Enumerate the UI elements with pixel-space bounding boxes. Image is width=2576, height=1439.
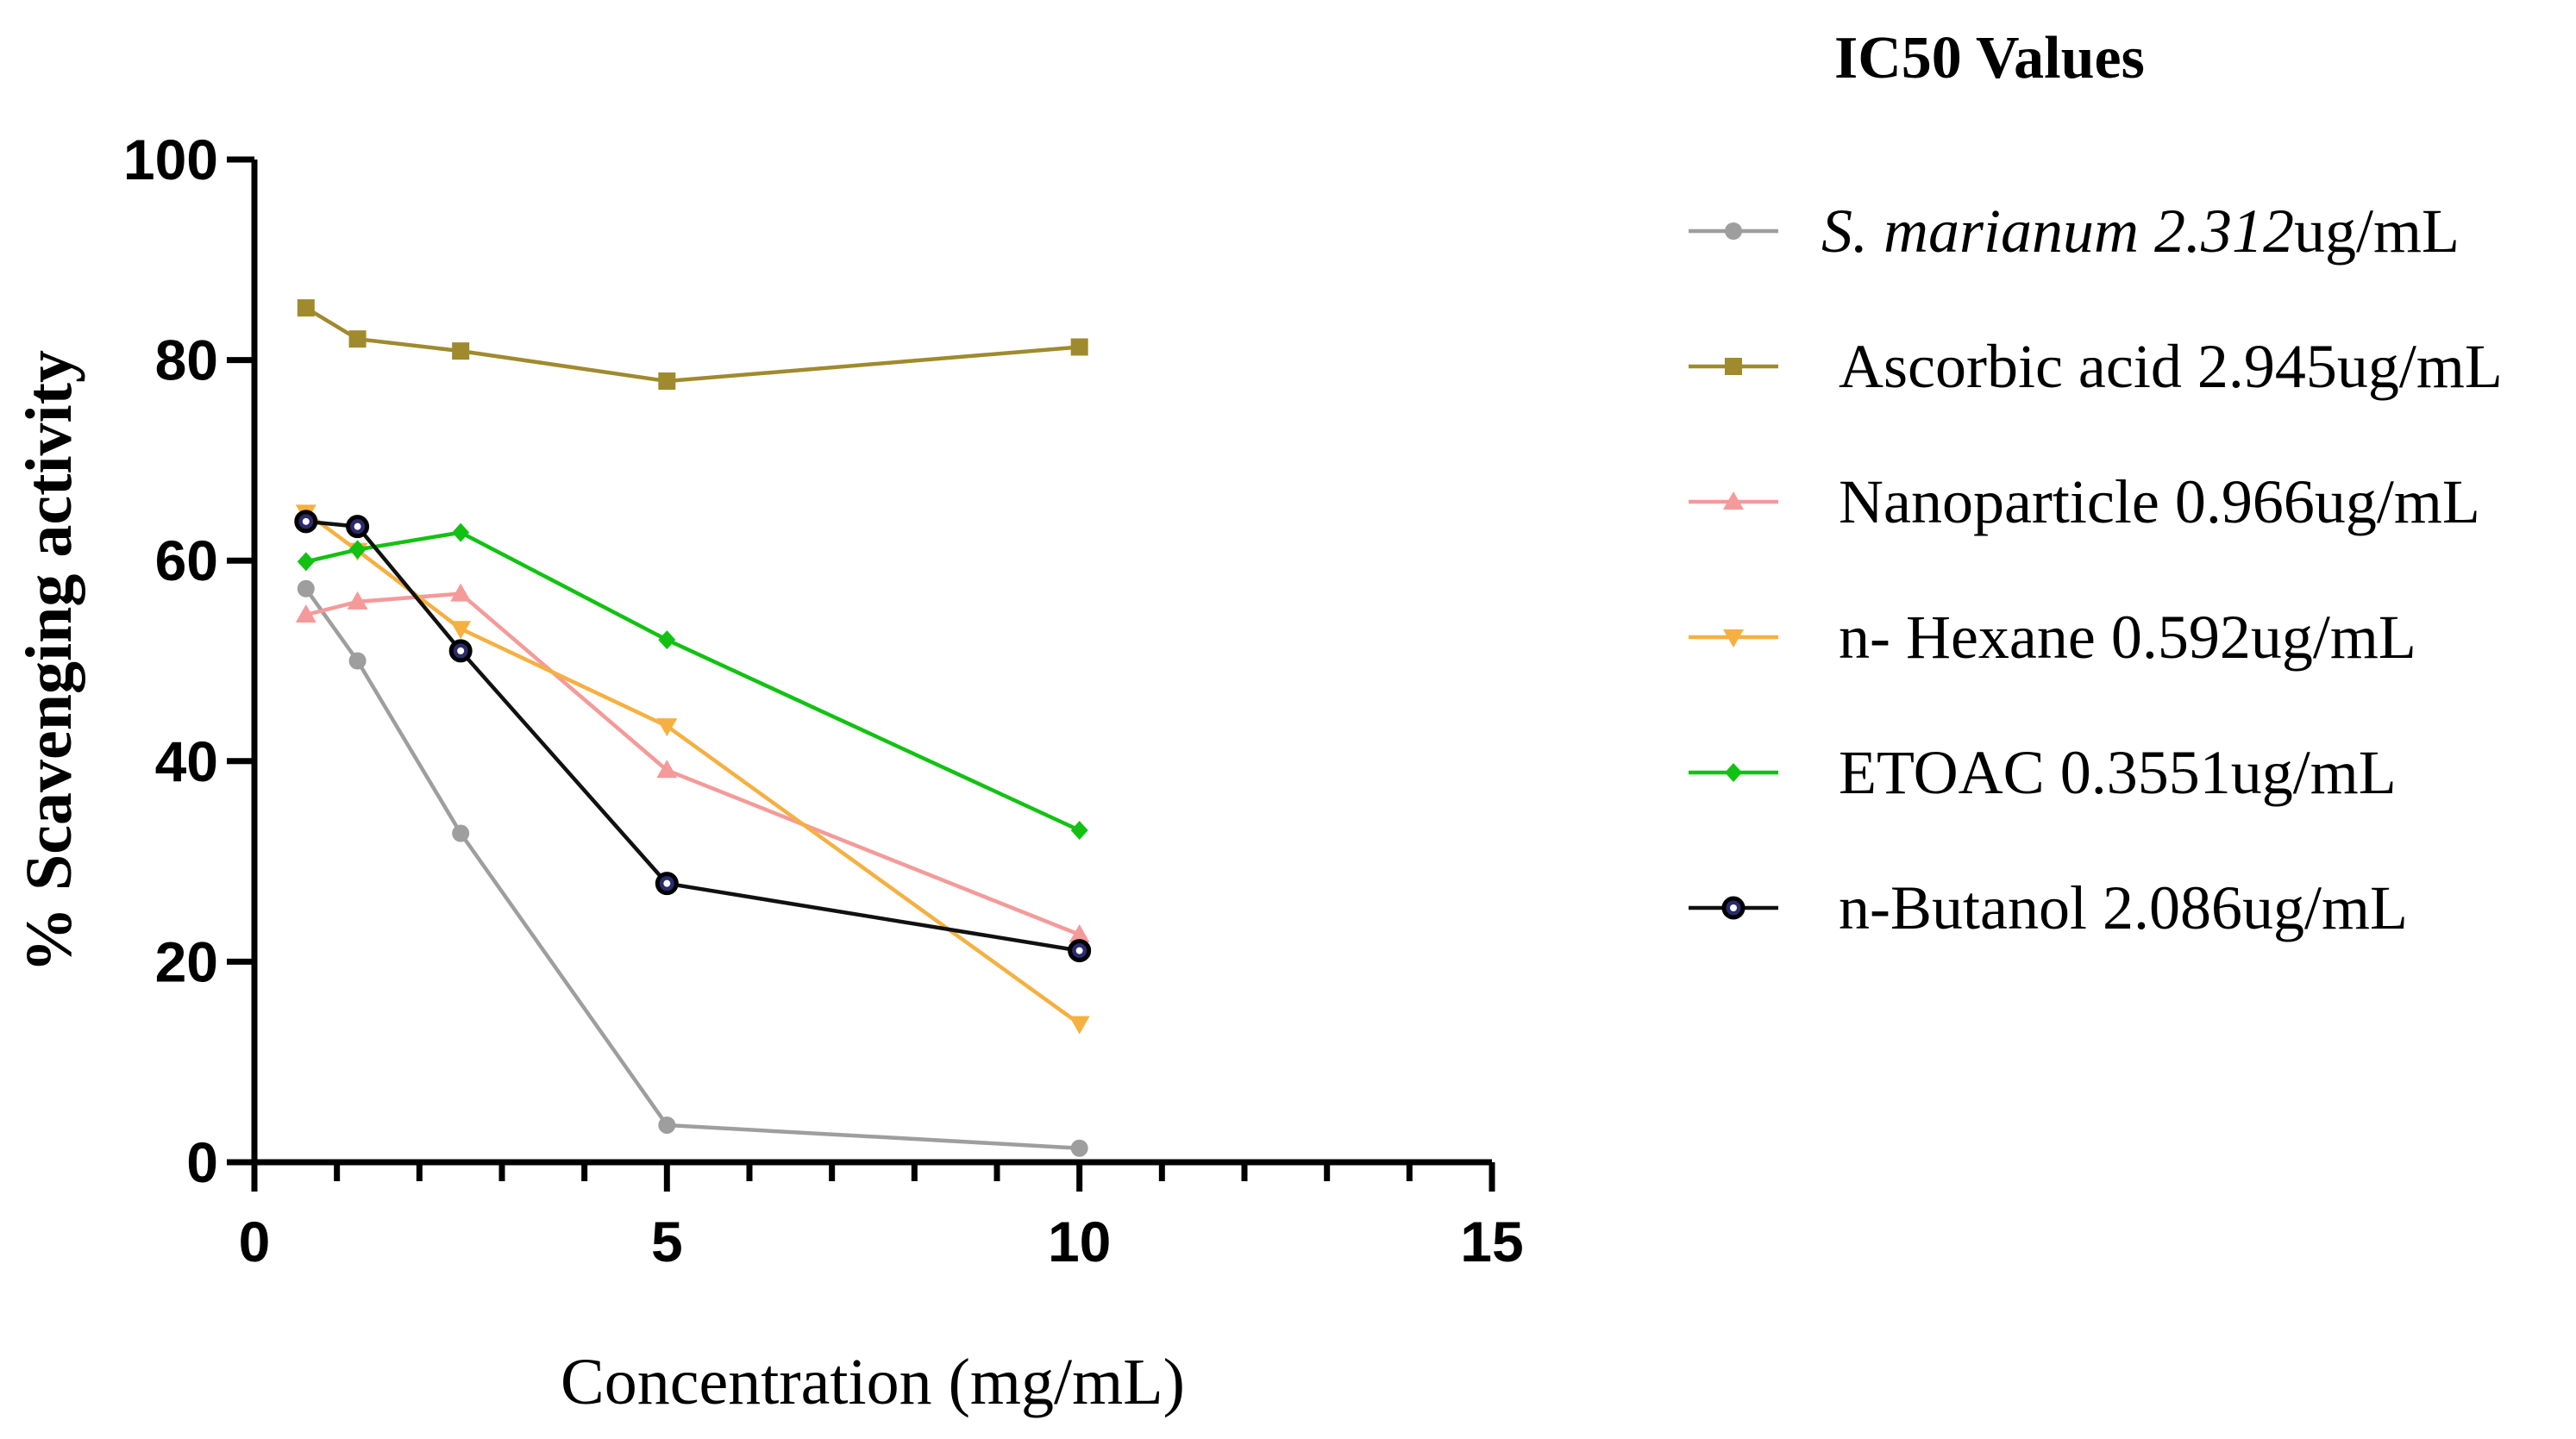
y-tick-label: 0: [186, 1130, 218, 1194]
axes: 0 20 40 60 80 100 0 5 10 15: [123, 128, 1524, 1273]
legend-item: S. marianum 2.312ug/mL: [1689, 197, 2460, 266]
data-point: [450, 621, 472, 640]
legend-unit: ug/mL: [2337, 332, 2503, 401]
series-5: [294, 510, 1092, 963]
legend-item: Ascorbic acid 2.945ug/mL: [1689, 332, 2503, 401]
legend-ic50-value: 0.3551: [2060, 738, 2231, 807]
data-point: [452, 824, 470, 842]
data-point-center: [354, 522, 361, 530]
legend-label: ETOAC 0.3551ug/mL: [1839, 738, 2397, 807]
legend-marker: [1725, 358, 1742, 375]
x-tick-label: 5: [651, 1210, 683, 1273]
data-point: [450, 583, 472, 602]
data-point: [347, 591, 368, 610]
series-line: [305, 530, 1081, 833]
legend-ic50-value: 2.945: [2197, 332, 2337, 401]
legend-ic50-value: 2.086: [2103, 873, 2242, 942]
data-point: [1070, 338, 1088, 356]
data-point: [348, 540, 367, 560]
legend-series-name: n- Hexane: [1839, 603, 2096, 672]
data-point: [1069, 923, 1090, 942]
data-point: [297, 299, 315, 317]
legend-unit: ug/mL: [2251, 603, 2416, 672]
data-point: [1069, 1016, 1090, 1035]
legend-unit: ug/mL: [2242, 873, 2408, 942]
data-point: [452, 342, 470, 360]
x-axis-title: Concentration (mg/mL): [561, 1346, 1185, 1418]
legend-ic50-value: 0.966: [2175, 467, 2315, 536]
data-point: [656, 718, 678, 737]
series-line: [305, 591, 1081, 937]
data-point: [656, 760, 678, 779]
legend-marker: [1723, 491, 1744, 510]
series-line: [304, 306, 1080, 384]
series-3: [295, 504, 1090, 1035]
y-axis-title: % Scavenging activity: [13, 350, 85, 973]
legend-item: ETOAC 0.3551ug/mL: [1689, 738, 2397, 807]
x-tick-label: 15: [1460, 1210, 1523, 1273]
data-point: [658, 372, 676, 391]
legend-series-name: n-Butanol: [1839, 873, 2087, 942]
y-tick-label: 40: [155, 729, 218, 793]
y-tick-label: 20: [155, 929, 218, 993]
legend-label: S. marianum 2.312ug/mL: [1821, 197, 2460, 266]
legend-marker-center: [1730, 904, 1737, 911]
data-point: [297, 579, 315, 597]
data-point: [348, 652, 367, 670]
legend-item: n-Butanol 2.086ug/mL: [1689, 873, 2408, 942]
legend-marker: [1723, 629, 1744, 648]
y-tick-label: 100: [123, 128, 218, 191]
data-point: [348, 330, 367, 348]
legend-label: Nanoparticle 0.966ug/mL: [1839, 467, 2480, 536]
data-point-center: [457, 647, 465, 654]
x-ticks: 0 5 10 15: [239, 1162, 1524, 1273]
legend-ic50-value: 0.592: [2111, 603, 2251, 672]
data-point-center: [663, 879, 671, 887]
legend-label: n- Hexane 0.592ug/mL: [1839, 603, 2416, 672]
y-tick-label: 60: [155, 529, 218, 592]
legend-series-name: Nanoparticle: [1839, 467, 2159, 536]
data-point: [658, 630, 676, 650]
series-1: [297, 299, 1088, 391]
series-4: [297, 522, 1088, 841]
data-point-center: [1075, 947, 1083, 954]
legend-marker: [1725, 222, 1742, 240]
x-tick-label: 10: [1048, 1210, 1111, 1273]
data-point: [297, 552, 315, 572]
series-0: [297, 579, 1088, 1157]
legend-label: n-Butanol 2.086ug/mL: [1839, 873, 2408, 942]
legend-unit: ug/mL: [2294, 197, 2460, 266]
legend-unit: ug/mL: [2231, 738, 2397, 807]
data-point: [295, 604, 317, 623]
series-line: [305, 519, 1081, 953]
legend-ic50-value: 2.312: [2154, 197, 2294, 266]
data-point-center: [302, 517, 310, 525]
legend-marker: [1725, 763, 1742, 782]
legend-item: n- Hexane 0.592ug/mL: [1689, 603, 2416, 672]
data-point: [658, 1116, 676, 1134]
y-tick-label: 80: [155, 328, 218, 392]
legend-series-name: S. marianum: [1821, 197, 2139, 266]
legend-series-name: Ascorbic acid: [1839, 332, 2182, 401]
y-ticks: 0 20 40 60 80 100: [123, 128, 254, 1194]
legend-unit: ug/mL: [2315, 467, 2480, 536]
legend-label: Ascorbic acid 2.945ug/mL: [1839, 332, 2503, 401]
series-layer: [294, 299, 1092, 1157]
series-line: [304, 587, 1080, 1150]
x-tick-label: 0: [239, 1210, 271, 1273]
data-point: [452, 522, 470, 542]
data-point: [1070, 821, 1088, 841]
legend-item: Nanoparticle 0.966ug/mL: [1689, 467, 2480, 536]
data-point: [1070, 1139, 1088, 1157]
legend-series-name: ETOAC: [1839, 738, 2045, 807]
legend-title: IC50 Values: [1834, 25, 2145, 91]
